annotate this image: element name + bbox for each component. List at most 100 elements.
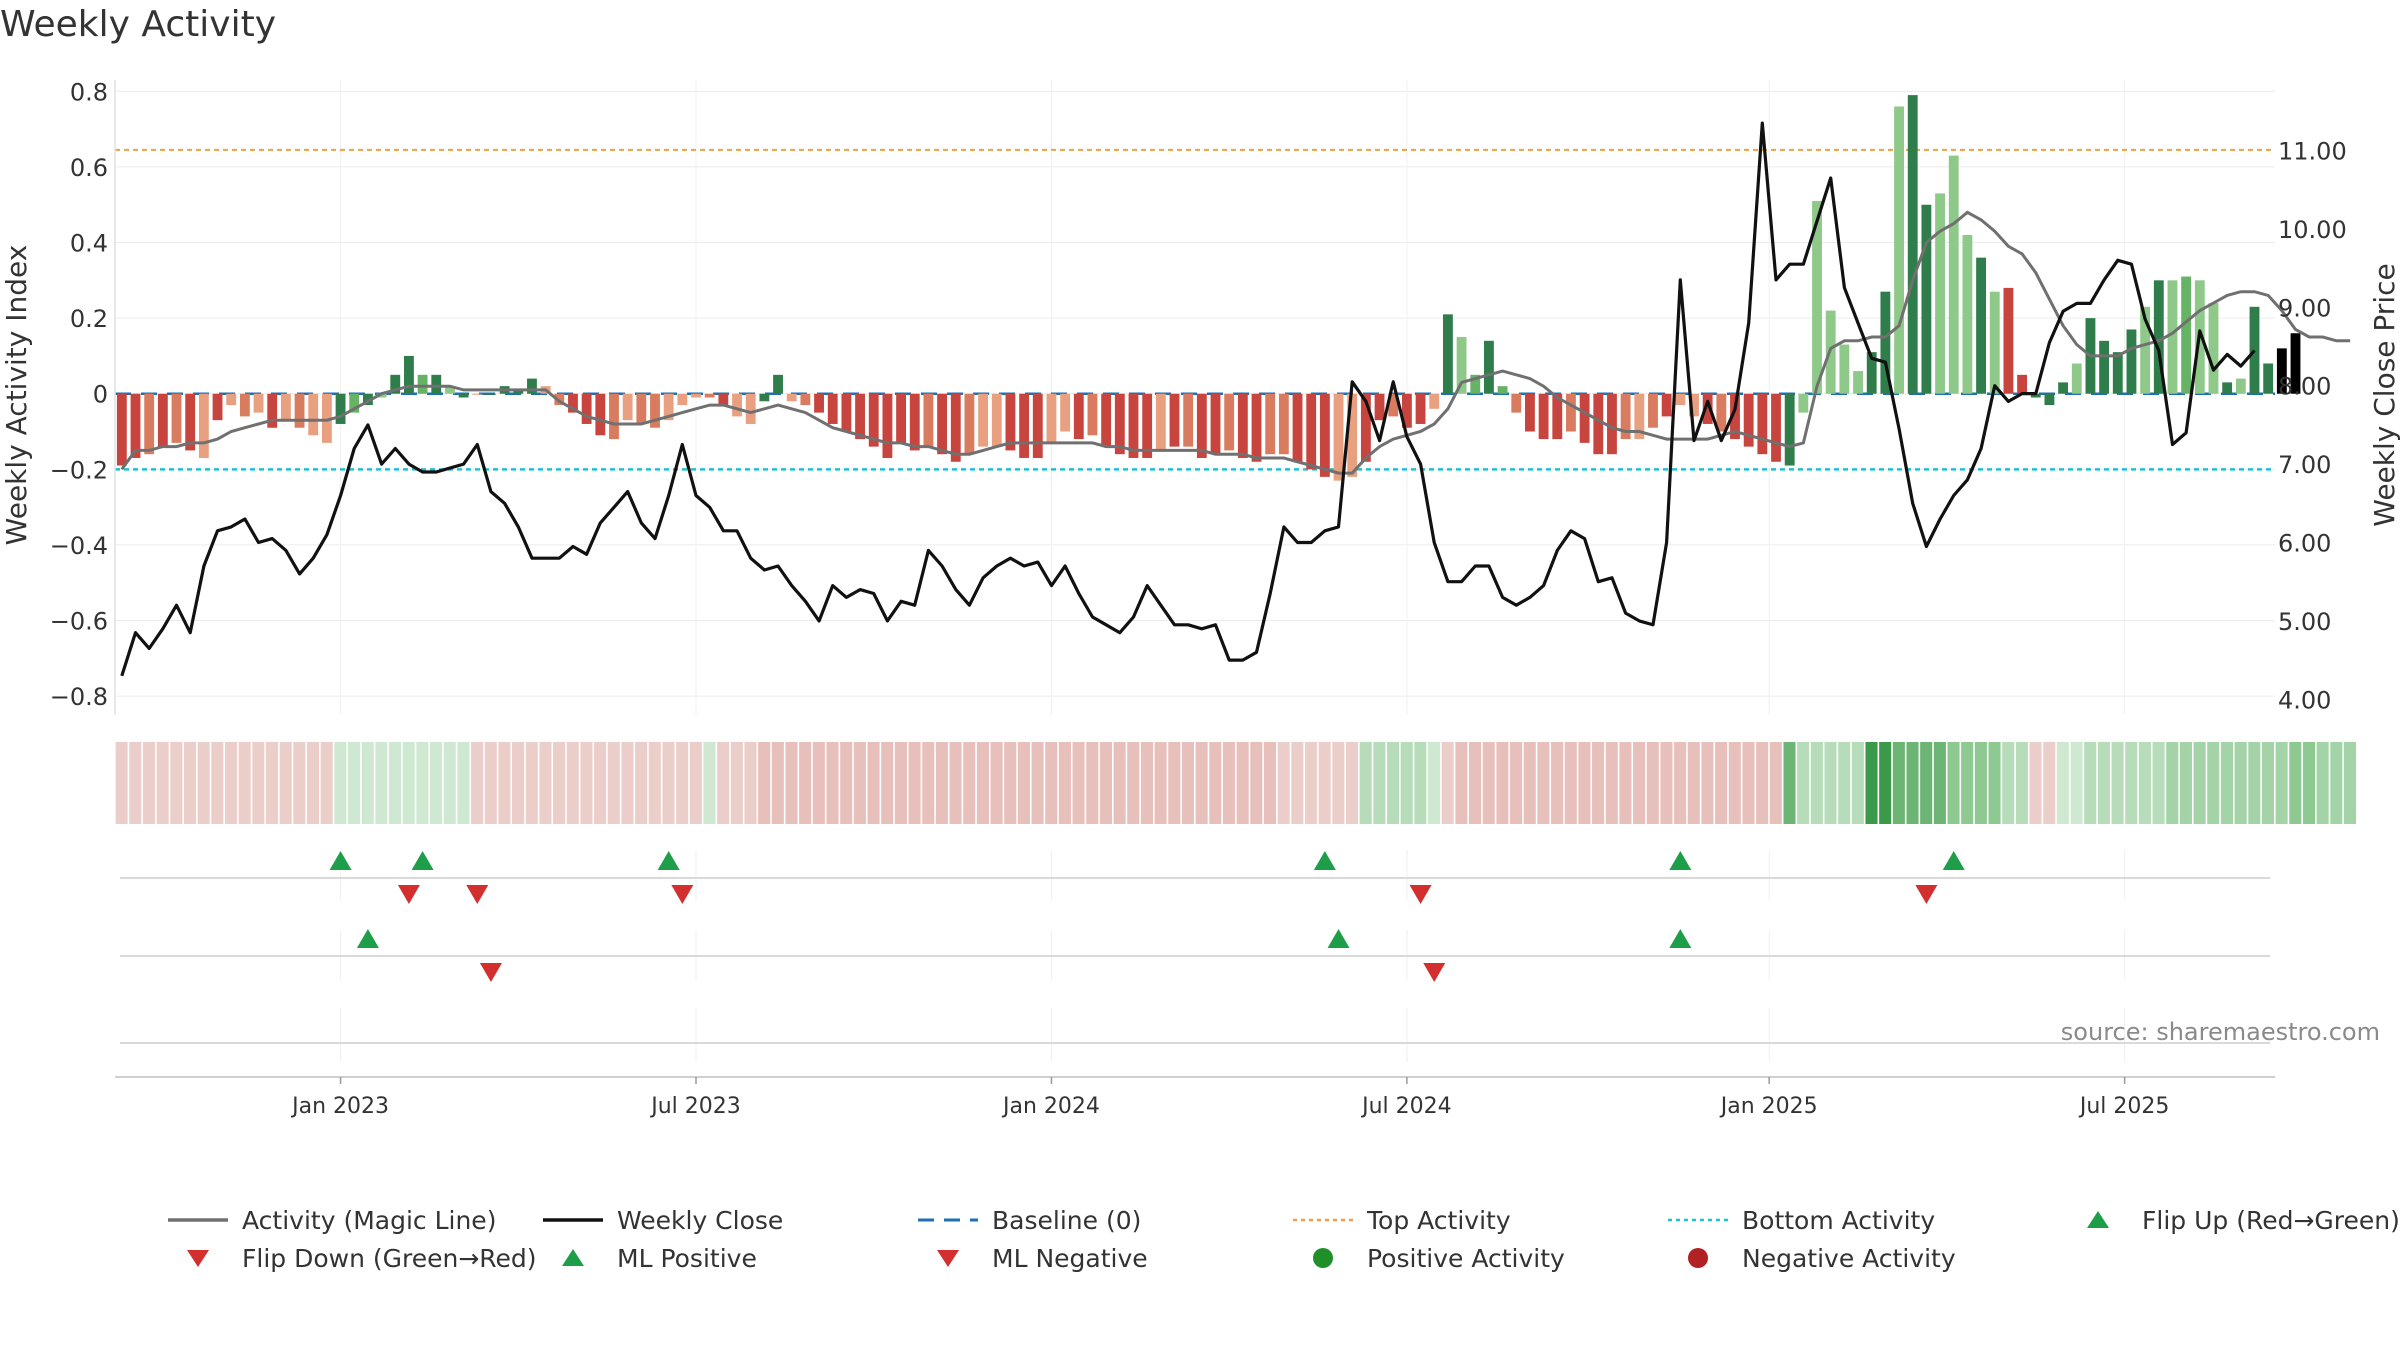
activity-bar <box>855 393 865 440</box>
activity-bar <box>1196 393 1207 458</box>
activity-bar <box>1142 393 1153 458</box>
activity-bar <box>1607 393 1617 455</box>
activity-bar <box>239 393 250 417</box>
activity-bar <box>1511 393 1522 413</box>
strip-cell <box>2302 742 2316 824</box>
flip-up-marker <box>411 851 434 870</box>
activity-bar <box>1319 393 1330 477</box>
strip-cell <box>1318 742 1331 824</box>
strip-cell <box>1879 742 1892 824</box>
activity-bar <box>1415 393 1426 424</box>
strip-cell <box>2043 742 2056 824</box>
strip-cell <box>1195 742 1208 824</box>
ml-positive-marker <box>1669 929 1692 948</box>
legend-swatch-line-icon <box>168 1218 228 1222</box>
activity-bar <box>1894 106 1904 394</box>
strip-cell <box>607 742 620 824</box>
strip-cell <box>156 742 169 824</box>
ml-negative-marker <box>479 963 502 982</box>
x-tick-label: Jul 2025 <box>2078 1094 2170 1119</box>
y-tick-label-left: 0.4 <box>70 230 108 258</box>
activity-bar <box>1689 393 1699 417</box>
strip-cell <box>1469 742 1482 824</box>
activity-bar <box>650 393 660 428</box>
color-strip <box>115 742 2357 824</box>
strip-cell <box>484 742 497 824</box>
activity-bar <box>1935 193 1945 394</box>
strip-cell <box>457 742 470 824</box>
y-tick-label-right: 10.00 <box>2278 216 2347 244</box>
strip-cell <box>963 742 976 824</box>
activity-bar <box>431 374 442 394</box>
activity-bar <box>2153 280 2164 394</box>
activity-bar <box>732 393 742 417</box>
y-tick-label-left: −0.4 <box>50 532 108 560</box>
strip-cell <box>1181 742 1194 824</box>
strip-cell <box>840 742 853 824</box>
activity-bar <box>1661 393 1672 417</box>
strip-cell <box>1933 742 1946 824</box>
strip-cell <box>1646 742 1659 824</box>
activity-bar <box>376 393 387 398</box>
activity-bar <box>2071 363 2082 394</box>
activity-bar <box>1634 393 1645 440</box>
activity-bar <box>1251 393 1262 462</box>
activity-bar <box>1005 393 1016 451</box>
strip-cell <box>826 742 839 824</box>
activity-bar <box>157 393 168 447</box>
strip-cell <box>2179 742 2192 824</box>
legend-swatch-triangle-up-icon <box>562 1249 584 1266</box>
legend-swatch-triangle-down-icon <box>937 1250 959 1267</box>
legend-label: Top Activity <box>1367 1205 1511 1235</box>
activity-bar <box>226 393 237 406</box>
activity-bar <box>1224 393 1235 451</box>
activity-bar <box>2126 329 2137 394</box>
activity-bar <box>745 393 756 424</box>
activity-bar <box>130 393 141 458</box>
activity-bar <box>1060 393 1071 432</box>
activity-bar <box>964 393 975 455</box>
y-tick-label-right: 11.00 <box>2278 138 2347 166</box>
activity-bar <box>2235 378 2246 394</box>
strip-cell <box>238 742 251 824</box>
activity-bar <box>1101 393 1112 447</box>
strip-cell <box>1947 742 1960 824</box>
strip-cell <box>2220 742 2233 824</box>
activity-bar <box>882 393 893 458</box>
strip-cell <box>1974 742 1987 824</box>
activity-bar <box>1853 371 1863 394</box>
strip-cell <box>976 742 989 824</box>
activity-bar <box>1675 393 1686 406</box>
activity-bar <box>1566 393 1576 432</box>
activity-bar <box>362 393 373 406</box>
activity-bar <box>896 393 906 443</box>
flip-down-marker <box>466 885 489 904</box>
strip-cell <box>689 742 702 824</box>
legend-item-activity-magic-line: Activity (Magic Line) <box>166 1205 496 1235</box>
strip-cell <box>1824 742 1837 824</box>
strip-cell <box>539 742 552 824</box>
strip-cell <box>867 742 880 824</box>
activity-bar <box>1019 393 1030 458</box>
activity-bar <box>937 393 948 455</box>
activity-bar <box>1360 393 1371 462</box>
activity-bar <box>1743 393 1754 447</box>
strip-cell <box>1742 742 1755 824</box>
activity-bar <box>909 393 920 451</box>
legend-label: ML Positive <box>617 1243 757 1273</box>
strip-cell <box>1605 742 1618 824</box>
activity-bar <box>1593 393 1604 455</box>
strip-cell <box>799 742 812 824</box>
strip-cell <box>293 742 306 824</box>
strip-cell <box>265 742 279 824</box>
activity-bar <box>609 393 619 440</box>
strip-cell <box>1756 742 1769 824</box>
legend-label: Flip Down (Green→Red) <box>242 1243 537 1273</box>
strip-cell <box>1660 742 1673 824</box>
activity-bar <box>486 393 496 395</box>
y-tick-label-right: 5.00 <box>2278 608 2331 636</box>
legend-triangle-up-glyph <box>2087 1211 2109 1228</box>
strip-cell <box>1551 742 1564 824</box>
activity-bar <box>1812 200 1822 394</box>
